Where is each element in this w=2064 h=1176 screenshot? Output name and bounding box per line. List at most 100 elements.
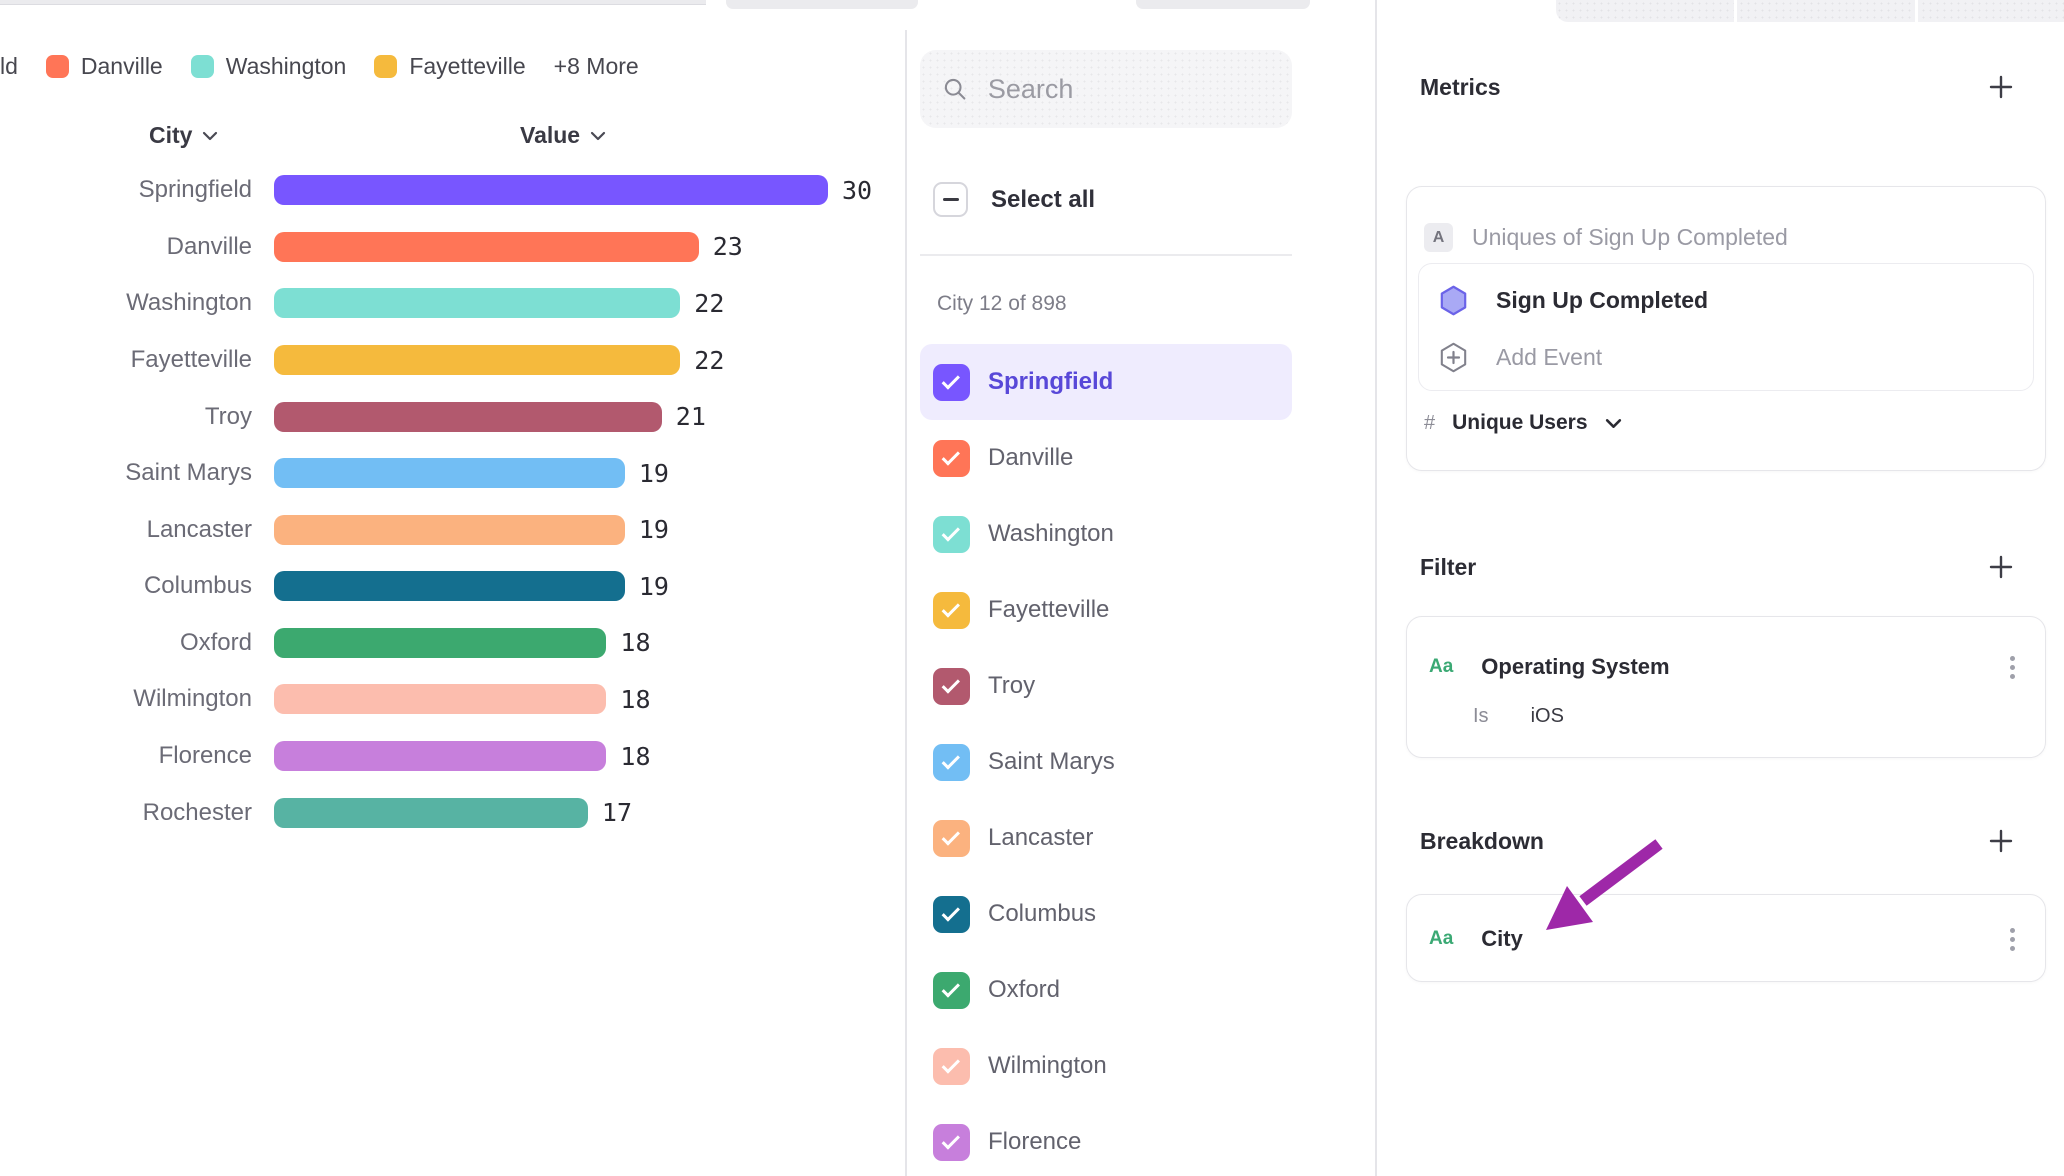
city-list-item[interactable]: Lancaster <box>920 800 1292 876</box>
chevron-down-icon <box>203 131 218 140</box>
column-header-value[interactable]: Value <box>520 122 606 149</box>
legend-label: Danville <box>80 52 163 79</box>
select-all-checkbox-indeterminate[interactable] <box>933 182 968 217</box>
bar[interactable] <box>274 684 607 715</box>
search-box[interactable] <box>920 50 1292 128</box>
bar[interactable] <box>274 288 681 319</box>
panel-divider-left <box>905 30 907 1176</box>
city-list-item[interactable]: Wilmington <box>920 1028 1292 1104</box>
city-checkbox-checked[interactable] <box>933 743 970 781</box>
metrics-section-header: Metrics <box>1420 72 2016 102</box>
add-breakdown-button[interactable] <box>1986 826 2016 856</box>
city-checkbox-checked[interactable] <box>933 971 970 1009</box>
chevron-down-icon <box>1605 418 1621 428</box>
checkmark-icon <box>941 370 960 390</box>
bar-chart-panel: ld Danville Washington Fayetteville +8 Mor… <box>0 0 905 1176</box>
bar[interactable] <box>274 741 607 772</box>
bar-row: Saint Marys 19 <box>0 445 905 502</box>
kebab-menu-icon[interactable] <box>2004 922 2021 957</box>
plus-icon <box>1989 829 2013 853</box>
city-checkbox-checked[interactable] <box>933 1047 970 1085</box>
bar-value-label: 23 <box>712 232 743 262</box>
measure-selector[interactable]: # Unique Users <box>1424 411 1622 435</box>
bar[interactable] <box>274 345 681 376</box>
event-row[interactable]: Sign Up Completed <box>1437 277 1708 323</box>
city-list-item[interactable]: Washington <box>920 496 1292 572</box>
city-list-item[interactable]: Florence <box>920 1104 1292 1176</box>
add-event-row[interactable]: Add Event <box>1437 334 1602 380</box>
breakdown-property-row[interactable]: Aa City <box>1429 895 2021 983</box>
checkmark-icon <box>941 446 960 466</box>
city-checkbox-checked[interactable] <box>933 895 970 933</box>
add-metric-button[interactable] <box>1986 72 2016 102</box>
breakdown-section-header: Breakdown <box>1420 826 2016 856</box>
select-all-control[interactable]: Select all <box>933 182 1095 217</box>
bar[interactable] <box>274 458 625 489</box>
add-event-hexagon-plus-icon <box>1440 342 1467 372</box>
bar-value-label: 18 <box>620 684 651 714</box>
city-list-item[interactable]: Fayetteville <box>920 572 1292 648</box>
city-list-item[interactable]: Oxford <box>920 952 1292 1028</box>
bar-category-label: Saint Marys <box>125 459 252 487</box>
city-list-item[interactable]: Saint Marys <box>920 724 1292 800</box>
bar[interactable] <box>274 627 607 658</box>
bar[interactable] <box>274 797 588 828</box>
checkmark-icon <box>941 826 960 846</box>
legend-item[interactable]: Danville <box>45 52 163 80</box>
city-checkbox-checked[interactable] <box>933 591 970 629</box>
event-name-label: Sign Up Completed <box>1496 286 1709 313</box>
kebab-menu-icon[interactable] <box>2004 650 2021 685</box>
add-filter-button[interactable] <box>1986 552 2016 582</box>
city-list-item[interactable]: Columbus <box>920 876 1292 952</box>
bar[interactable] <box>274 175 828 206</box>
bar-value-label: 22 <box>694 345 725 375</box>
bar-row: Rochester 17 <box>0 784 905 841</box>
metric-card: A Uniques of Sign Up Completed Sign Up C… <box>1406 186 2046 471</box>
metric-letter-badge: A <box>1424 223 1453 252</box>
bar[interactable] <box>274 231 699 262</box>
column-header-value-label: Value <box>520 122 581 148</box>
indeterminate-minus-icon <box>942 198 959 201</box>
city-checkbox-checked[interactable] <box>933 363 970 401</box>
chart-legend: ld Danville Washington Fayetteville +8 Mor… <box>0 52 639 80</box>
city-item-label: Washington <box>988 520 1114 547</box>
column-header-city[interactable]: City <box>149 122 218 149</box>
city-list-item[interactable]: Danville <box>920 420 1292 496</box>
bar-row: Florence 18 <box>0 728 905 785</box>
bar-value-label: 21 <box>675 402 706 432</box>
search-icon <box>944 78 966 100</box>
filter-property-label: Operating System <box>1481 654 1670 679</box>
bar-category-label: Wilmington <box>133 685 252 713</box>
city-item-label: Florence <box>988 1128 1082 1155</box>
filter-condition-row[interactable]: Is iOS <box>1473 705 1564 728</box>
legend-overflow-label[interactable]: +8 More <box>553 52 639 79</box>
plus-icon <box>1989 75 2013 99</box>
bar-value-label: 30 <box>842 175 873 205</box>
bar[interactable] <box>274 571 625 602</box>
city-checkbox-checked[interactable] <box>933 819 970 857</box>
bar-category-label: Lancaster <box>146 515 252 543</box>
city-checkbox-checked[interactable] <box>933 667 970 705</box>
city-list-item[interactable]: Troy <box>920 648 1292 724</box>
bar-category-label: Oxford <box>179 628 252 656</box>
filter-property-row[interactable]: Aa Operating System <box>1429 645 2021 689</box>
legend-swatch <box>45 54 69 78</box>
legend-clipped-label: ld <box>0 52 18 79</box>
city-list-item[interactable]: Springfield <box>920 344 1292 420</box>
city-checkbox-checked[interactable] <box>933 515 970 553</box>
add-event-label: Add Event <box>1496 343 1603 370</box>
plus-icon <box>1989 555 2013 579</box>
city-checkbox-checked[interactable] <box>933 439 970 477</box>
search-input[interactable] <box>987 73 1272 105</box>
bar-row: Lancaster 19 <box>0 501 905 558</box>
city-checkbox-checked[interactable] <box>933 1123 970 1161</box>
legend-item[interactable]: Fayetteville <box>374 53 526 80</box>
bar-row: Columbus 19 <box>0 558 905 615</box>
legend-item[interactable]: Washington <box>190 53 346 80</box>
bar-category-label: Rochester <box>142 798 252 826</box>
panel-divider-right <box>1375 0 1377 1176</box>
bar[interactable] <box>274 401 662 432</box>
breakdown-values-panel: Select all City 12 of 898 Springfield Dan… <box>907 0 1375 1176</box>
bar[interactable] <box>274 514 625 545</box>
